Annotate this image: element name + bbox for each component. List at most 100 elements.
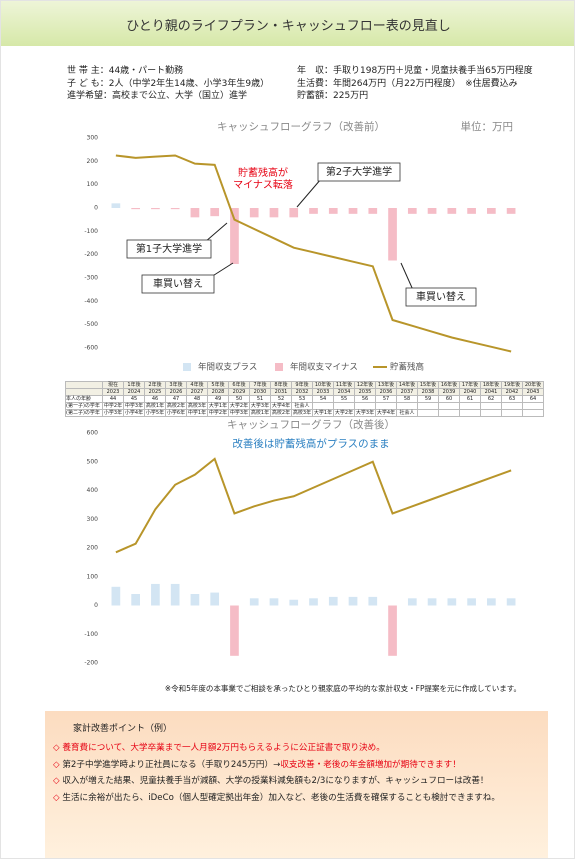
bar: [151, 583, 160, 606]
table-cell: [396, 402, 418, 410]
table-year: 2035: [354, 388, 376, 396]
table-cell: 45: [123, 395, 145, 403]
table-year: 2033: [312, 388, 334, 396]
y-tick-label: 0: [94, 205, 98, 212]
table-cell: 中学1年: [186, 409, 208, 417]
table-cell: 社会人: [291, 402, 313, 410]
table-header: 6年後: [228, 381, 250, 389]
info-line: 貯蓄額：225万円: [297, 91, 369, 101]
point-text: ◇: [53, 759, 60, 770]
y-tick-label: 200: [87, 158, 99, 165]
page-title: ひとり親のライフプラン・キャッシュフロー表の見直し: [126, 19, 451, 34]
bar: [467, 598, 476, 606]
bar: [487, 208, 496, 214]
y-tick-label: 100: [87, 573, 99, 580]
table-cell: [480, 402, 502, 410]
table-cell: 大学3年: [354, 409, 376, 417]
table-header: 1年後: [123, 381, 145, 389]
point-text: ◇: [53, 776, 60, 786]
point-text: 生活に余裕が出たら、iDeCo（個人型確定拠出年金）加入など、老後の生活費を確保…: [59, 792, 500, 803]
table-header: 14年後: [396, 381, 418, 389]
annotation: 第2子大学進学: [326, 165, 392, 178]
footnote: ※令和5年度の本事業でご相談を承ったひとり親家庭の平均的な家計収支・FP提案を元…: [164, 684, 521, 693]
table-cell: 62: [480, 395, 502, 403]
table-cell: 56: [354, 395, 376, 403]
life-table: 現在 1年後 2年後 3年後 4年後 5年後 6年後 7年後 8年後 9年後 10年後 11年後 12年…: [65, 381, 544, 417]
table-cell: 大学3年: [249, 402, 271, 410]
table-cell: 大学2年: [228, 402, 250, 410]
point-text: 収支改善・老後の年金額増加が期待できます！: [280, 759, 461, 770]
table-cell: 59: [417, 395, 439, 403]
table-year: 2038: [417, 388, 439, 396]
table-year: 2041: [480, 388, 502, 396]
table-year: 2024: [123, 388, 145, 396]
header: ひとり親のライフプラン・キャッシュフロー表の見直し: [1, 1, 574, 46]
table-cell: 63: [501, 395, 523, 403]
bar: [190, 208, 200, 218]
table-year: 2034: [333, 388, 355, 396]
bar: [447, 208, 457, 214]
line: [115, 457, 512, 554]
info-line: 進学希望：高校まで公立、大学（国立）進学: [67, 91, 248, 101]
annotation: 第1子大学進学: [136, 242, 202, 255]
table-cell: 中学3年: [123, 402, 145, 410]
table-cell: 高校1年: [144, 402, 166, 410]
table-cell: 小学6年: [165, 409, 187, 417]
table-year: 2031: [270, 388, 292, 396]
table-cell: 大学2年: [333, 409, 355, 417]
point: ◇ 収入が増えた結果、児童扶養手当が減額、大学の授業料減免額も2/3になりますが…: [53, 774, 489, 786]
table-cell: [480, 409, 502, 417]
annotation-box: [405, 287, 477, 307]
row-label: (第二子)の学年: [65, 409, 103, 417]
points-box: 家計改善ポイント（例） ◇ 養育費について、大学卒業まで一人月額2万円もらえるよ…: [45, 711, 548, 858]
table-cell: 48: [186, 395, 208, 403]
table-year: 2032: [291, 388, 313, 396]
table-cell: [354, 402, 376, 410]
table-year: 2030: [249, 388, 271, 396]
table-year: 2040: [459, 388, 481, 396]
table-cell: 51: [249, 395, 271, 403]
bar: [328, 208, 338, 214]
point-text: ◇: [53, 792, 60, 803]
table-row: (第一子)の学年 中学2年 中学3年 高校1年 高校2年 高校3年 大学1年 大学2年 大学3年…: [65, 402, 544, 410]
bar: [230, 605, 239, 656]
table-header: 19年後: [501, 381, 523, 389]
bar: [170, 583, 180, 606]
line: [115, 154, 512, 353]
y-tick-label: 300: [87, 135, 99, 142]
table-header: 17年後: [459, 381, 481, 389]
annotation-box: [317, 162, 401, 182]
table-cell: [65, 388, 103, 396]
point-text: ◇ 養育費について、大学卒業まで一人月額2万円もらえるように公正証書で取り決め。: [53, 743, 385, 753]
table-cell: 高校2年: [165, 402, 187, 410]
bar: [190, 594, 200, 606]
table-cell: 大学4年: [270, 402, 292, 410]
bar: [506, 208, 516, 214]
y-tick-label: 500: [87, 458, 99, 465]
y-tick-label: -100: [84, 228, 98, 235]
bar: [368, 596, 378, 606]
y-tick-label: 400: [87, 487, 99, 494]
y-tick-label: -500: [84, 321, 98, 328]
annotation-pointer: [400, 262, 414, 291]
chart-subtitle: 改善後は貯蓄残高がプラスのまま: [232, 437, 389, 450]
bar: [131, 208, 140, 210]
table-year: 2042: [501, 388, 523, 396]
points-title: 家計改善ポイント（例）: [73, 724, 173, 734]
bar: [447, 598, 457, 606]
bar: [328, 596, 338, 606]
info-line: 生活費：年間264万円（月22万円程度） ※住居費込み: [297, 78, 518, 89]
table-header: 4年後: [186, 381, 208, 389]
table-cell: 小学3年: [102, 409, 124, 417]
table-cell: [312, 402, 334, 410]
table-header: 13年後: [375, 381, 397, 389]
bar: [269, 208, 279, 218]
table-cell: [375, 402, 397, 410]
bar: [289, 208, 299, 218]
table-cell: [333, 402, 355, 410]
table-cell: 小学5年: [144, 409, 166, 417]
bar: [388, 208, 397, 261]
annotation-box: [141, 274, 215, 294]
bar: [249, 208, 259, 218]
y-tick-label: 300: [87, 516, 99, 523]
